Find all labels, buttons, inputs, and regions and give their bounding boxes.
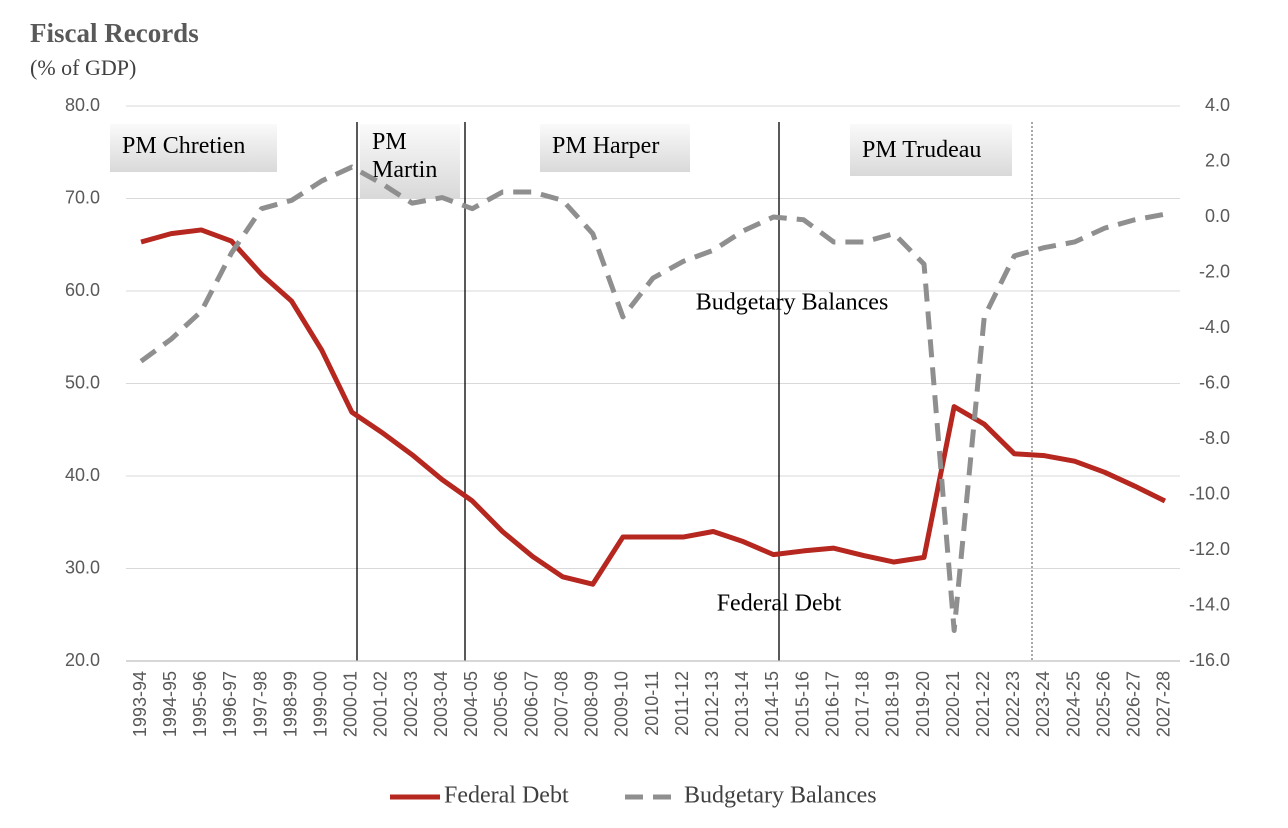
y2-tick-label: -2.0 (1199, 261, 1230, 281)
x-tick-label: 2010-11 (642, 671, 662, 736)
x-tick-label: 1994-95 (160, 671, 180, 737)
annotation: Federal Debt (717, 591, 842, 617)
legend-label: Federal Debt (444, 783, 569, 809)
y2-tick-label: -4.0 (1199, 317, 1230, 337)
y-tick-label: 40.0 (65, 465, 100, 485)
x-tick-label: 2024-25 (1063, 671, 1083, 737)
y-tick-label: 20.0 (65, 650, 100, 670)
y2-tick-label: -6.0 (1199, 372, 1230, 392)
x-tick-label: 2008-09 (582, 671, 602, 737)
pm-label: PM Trudeau (850, 124, 1012, 176)
pm-label: PM Martin (360, 124, 460, 198)
pm-label: PM Harper (540, 124, 690, 172)
y2-tick-label: -16.0 (1189, 650, 1230, 670)
x-tick-label: 1999-00 (310, 671, 330, 737)
x-tick-label: 1996-97 (220, 671, 240, 737)
y2-tick-label: -10.0 (1189, 483, 1230, 503)
x-tick-label: 1997-98 (250, 671, 270, 737)
pm-label: PM Chretien (110, 124, 277, 172)
x-tick-label: 2002-03 (401, 671, 421, 737)
x-tick-label: 2023-24 (1033, 671, 1053, 737)
y-tick-label: 50.0 (65, 372, 100, 392)
x-tick-label: 2025-26 (1093, 671, 1113, 737)
x-tick-label: 2018-19 (883, 671, 903, 737)
x-tick-label: 2019-20 (913, 671, 933, 737)
x-tick-label: 2021-22 (973, 671, 993, 737)
series-line (140, 227, 1167, 587)
y2-tick-label: 4.0 (1205, 95, 1230, 115)
x-tick-label: 2013-14 (732, 671, 752, 737)
pm-box: PM Harper (540, 124, 690, 172)
x-tick-label: 2004-05 (461, 671, 481, 737)
x-tick-label: 2016-17 (822, 671, 842, 737)
y2-tick-label: 2.0 (1205, 150, 1230, 170)
legend-label: Budgetary Balances (684, 783, 877, 809)
y-tick-label: 60.0 (65, 280, 100, 300)
chart-subtitle: (% of GDP) (30, 55, 136, 80)
chart-title: Fiscal Records (30, 18, 199, 48)
x-tick-label: 2014-15 (762, 671, 782, 737)
x-tick-label: 2007-08 (551, 671, 571, 737)
x-tick-label: 2000-01 (341, 671, 361, 737)
grid (126, 105, 1180, 662)
y2-tick-label: -8.0 (1199, 428, 1230, 448)
y-tick-label: 70.0 (65, 187, 100, 207)
x-tick-label: 2020-21 (943, 671, 963, 737)
x-tick-label: 2003-04 (431, 671, 451, 737)
pm-box: PM Chretien (110, 124, 277, 172)
x-tick-label: 1993-94 (130, 671, 150, 737)
x-tick-label: 2027-28 (1154, 671, 1174, 737)
x-tick-label: 2026-27 (1124, 671, 1144, 737)
series-line (139, 164, 1166, 633)
y2-tick-label: -14.0 (1189, 594, 1230, 614)
x-tick-label: 2009-10 (612, 671, 632, 737)
x-tick-label: 2011-12 (672, 671, 692, 736)
x-tick-label: 2017-18 (853, 671, 873, 737)
pm-box: PM Trudeau (850, 124, 1012, 176)
y-tick-label: 80.0 (65, 95, 100, 115)
x-tick-label: 2022-23 (1003, 671, 1023, 737)
pm-box: PM Martin (360, 124, 460, 198)
annotation: Budgetary Balances (696, 290, 889, 316)
y2-tick-label: -12.0 (1189, 539, 1230, 559)
x-tick-label: 2012-13 (702, 671, 722, 737)
y2-tick-label: 0.0 (1205, 206, 1230, 226)
y-tick-label: 30.0 (65, 557, 100, 577)
x-tick-label: 2001-02 (371, 671, 391, 737)
x-tick-label: 1998-99 (280, 671, 300, 737)
x-tick-label: 1995-96 (190, 671, 210, 737)
x-tick-label: 2005-06 (491, 671, 511, 737)
x-tick-label: 2006-07 (521, 671, 541, 737)
x-tick-label: 2015-16 (792, 671, 812, 737)
